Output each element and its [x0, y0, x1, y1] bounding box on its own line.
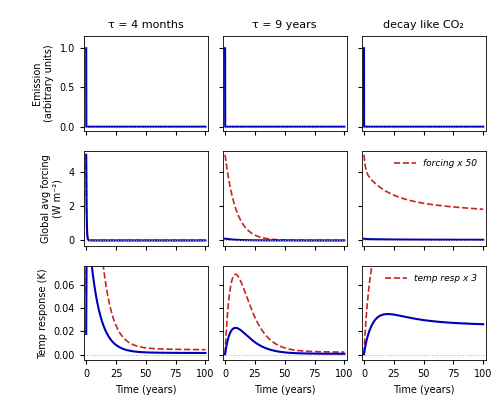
Title: decay like CO₂: decay like CO₂: [383, 20, 464, 30]
Title: τ = 4 months: τ = 4 months: [108, 20, 184, 30]
Title: τ = 9 years: τ = 9 years: [252, 20, 317, 30]
Y-axis label: Temp response (K): Temp response (K): [38, 268, 48, 359]
X-axis label: Time (years): Time (years): [254, 385, 316, 395]
Y-axis label: Emission
(arbitrary units): Emission (arbitrary units): [32, 45, 54, 122]
Y-axis label: Global avg forcing
(W m⁻²): Global avg forcing (W m⁻²): [41, 154, 63, 243]
X-axis label: Time (years): Time (years): [393, 385, 455, 395]
Legend: temp resp x 3: temp resp x 3: [381, 271, 481, 287]
X-axis label: Time (years): Time (years): [115, 385, 176, 395]
Legend: forcing x 50: forcing x 50: [390, 156, 481, 172]
